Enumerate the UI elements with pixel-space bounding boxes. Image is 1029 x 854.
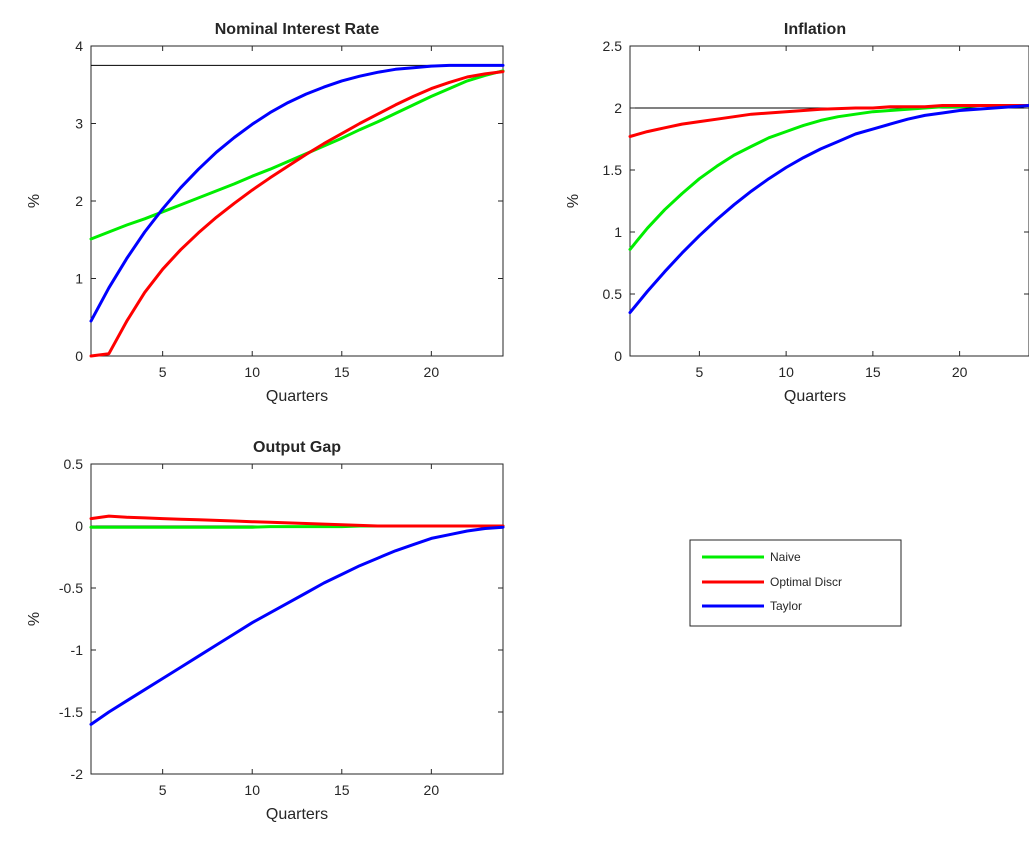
x-axis-label: Quarters xyxy=(266,388,328,405)
x-axis-label: Quarters xyxy=(266,806,328,823)
x-tick-label: 20 xyxy=(424,782,440,798)
panel-inflation: 0 0.5 1 1.5 2 2.5 5 10 15 20 Inflation Quarters% xyxy=(565,21,1029,405)
y-tick-label: 0 xyxy=(75,348,83,364)
x-tick-label: 15 xyxy=(334,782,350,798)
y-axis-label: % xyxy=(26,194,43,208)
x-tick-label: 10 xyxy=(244,364,260,380)
y-tick-label: 2 xyxy=(75,193,83,209)
legend-label-taylor: Taylor xyxy=(770,599,802,613)
legend-label-optimal-discr: Optimal Discr xyxy=(770,575,842,589)
y-tick-label: 4 xyxy=(75,38,83,54)
axes-box xyxy=(90,463,504,775)
axes-box xyxy=(629,45,1029,357)
y-tick-label: -0.5 xyxy=(59,580,83,596)
y-tick-label: 1 xyxy=(75,271,83,287)
y-tick-label: -1.5 xyxy=(59,704,83,720)
legend: Naive Optimal Discr Taylor xyxy=(689,539,902,627)
series-line-optimal-discr xyxy=(628,104,1029,138)
y-tick-label: 1.5 xyxy=(603,162,623,178)
series-line-optimal-discr xyxy=(89,514,505,528)
y-axis-label: % xyxy=(565,194,582,208)
y-tick-label: -1 xyxy=(71,642,84,658)
panel-output-gap: -2 -1.5 -1 -0.5 0 0.5 5 10 15 20 Output Gap Quarter… xyxy=(26,439,505,823)
panel-nominal-interest-rate: 0 1 2 3 4 5 10 15 20 Nominal Interest Rate Quarter… xyxy=(26,21,505,405)
chart-title: Nominal Interest Rate xyxy=(215,21,380,38)
y-tick-label: 0 xyxy=(614,348,622,364)
series-line-taylor xyxy=(89,525,505,726)
y-tick-label: 2 xyxy=(614,100,622,116)
x-tick-label: 20 xyxy=(952,364,968,380)
y-tick-label: -2 xyxy=(71,766,84,782)
legend-label-naive: Naive xyxy=(770,550,801,564)
series-line-taylor xyxy=(628,104,1029,315)
y-tick-label: 0.5 xyxy=(603,286,623,302)
x-tick-label: 10 xyxy=(244,782,260,798)
chart-title: Output Gap xyxy=(253,439,341,456)
x-tick-label: 15 xyxy=(865,364,881,380)
x-tick-label: 20 xyxy=(424,364,440,380)
y-tick-label: 3 xyxy=(75,116,83,132)
y-tick-label: 1 xyxy=(614,224,622,240)
x-tick-label: 5 xyxy=(159,782,167,798)
x-tick-label: 5 xyxy=(159,364,167,380)
x-tick-label: 5 xyxy=(695,364,703,380)
x-axis-label: Quarters xyxy=(784,388,846,405)
y-axis-label: % xyxy=(26,612,43,626)
x-tick-label: 10 xyxy=(778,364,794,380)
series-line-optimal-discr xyxy=(89,70,505,358)
chart-title: Inflation xyxy=(784,21,846,38)
series-line-taylor xyxy=(89,63,505,323)
y-tick-label: 0 xyxy=(75,518,83,534)
y-tick-label: 2.5 xyxy=(603,38,623,54)
x-tick-label: 15 xyxy=(334,364,350,380)
y-tick-label: 0.5 xyxy=(64,456,84,472)
